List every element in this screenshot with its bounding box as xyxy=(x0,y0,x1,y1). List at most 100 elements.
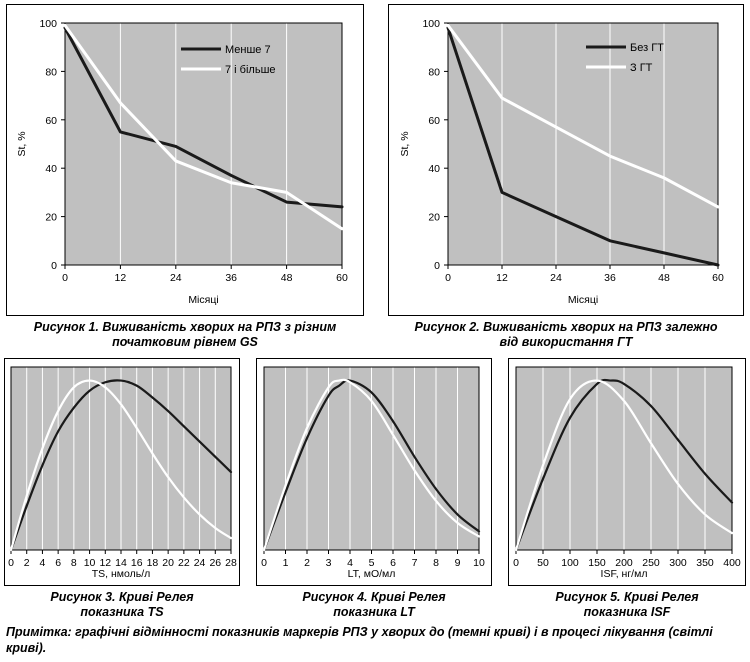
x-axis-label: LT, мО/мл xyxy=(348,568,396,580)
x-tick-label: 150 xyxy=(588,557,606,569)
x-tick-label: 48 xyxy=(658,272,670,284)
x-tick-label: 8 xyxy=(71,557,77,569)
chart-survival-gt: 0 12 24 36 48 60 0 20 40 60 80 100 St, % Місяці Без ГТ… xyxy=(399,18,724,306)
caption-figure-2: Рисунок 2. Виживаність хворих на РПЗ зал… xyxy=(388,320,744,350)
chart-survival-gs: 0 12 24 36 48 60 0 20 40 60 80 100 St, % Місяці Менше … xyxy=(16,18,348,306)
chart-panel-1: 0 12 24 36 48 60 0 20 40 60 80 100 St, % Місяці Менше … xyxy=(6,4,364,316)
series-line-2 xyxy=(446,23,720,209)
series-line-1 xyxy=(262,379,481,552)
y-tick-label: 20 xyxy=(45,212,57,224)
footnote: Примітка: графічні відмінності показникі… xyxy=(6,625,713,655)
x-tick-label: 12 xyxy=(115,272,127,284)
caption-figure-4-line2: показника LT xyxy=(333,605,415,619)
y-tick-label: 100 xyxy=(422,18,440,30)
x-tick-label: 100 xyxy=(561,557,579,569)
y-tick-label: 100 xyxy=(39,18,57,30)
x-tick-label: 4 xyxy=(40,557,46,569)
chart-panel-5: 0 50 100 150 200 250 300 350 400 ISF, нг/мл xyxy=(508,358,746,586)
caption-figure-5: Рисунок 5. Криві Релея показника ISF xyxy=(508,590,746,620)
x-tick-label: 1 xyxy=(283,557,289,569)
x-tick-label: 400 xyxy=(723,557,741,569)
x-tick-label: 5 xyxy=(369,557,375,569)
x-tick-label: 24 xyxy=(550,272,562,284)
caption-figure-5-line1: Рисунок 5. Криві Релея xyxy=(555,590,699,604)
caption-figure-2-line1: Рисунок 2. Виживаність хворих на РПЗ зал… xyxy=(414,320,718,334)
x-tick-label: 2 xyxy=(24,557,30,569)
x-tick-label: 22 xyxy=(178,557,190,569)
x-tick-label: 48 xyxy=(281,272,293,284)
caption-figure-3-line1: Рисунок 3. Криві Релея xyxy=(50,590,194,604)
x-axis-label: Місяці xyxy=(568,294,598,306)
chart-rayleigh-isf: 0 50 100 150 200 250 300 350 400 ISF, нг/мл xyxy=(513,366,741,580)
x-tick-label: 24 xyxy=(170,272,182,284)
legend-label-2: З ГТ xyxy=(630,62,653,74)
y-axis-label: St, % xyxy=(16,131,28,156)
legend-label-1: Менше 7 xyxy=(225,44,271,56)
series-line-1 xyxy=(9,379,233,552)
series-line-2 xyxy=(514,379,734,552)
x-tick-label: 60 xyxy=(336,272,348,284)
chart-panel-2: 0 12 24 36 48 60 0 20 40 60 80 100 St, % Місяці Без ГТ… xyxy=(388,4,744,316)
x-tick-label: 60 xyxy=(712,272,724,284)
x-tick-label: 250 xyxy=(642,557,660,569)
x-tick-label: 300 xyxy=(669,557,687,569)
x-tick-label: 9 xyxy=(455,557,461,569)
plot-area xyxy=(448,23,718,265)
series-line-2 xyxy=(262,378,481,552)
x-tick-label: 24 xyxy=(194,557,206,569)
x-tick-label: 7 xyxy=(412,557,418,569)
legend-label-1: Без ГТ xyxy=(630,42,664,54)
y-tick-label: 60 xyxy=(428,115,440,127)
caption-figure-3-line2: показника TS xyxy=(80,605,164,619)
x-tick-label: 2 xyxy=(304,557,310,569)
chart-rayleigh-lt: 0 1 2 3 4 5 6 7 8 9 10 LT, мО/мл xyxy=(261,366,485,580)
series-line-1 xyxy=(63,26,344,209)
caption-figure-1: Рисунок 1. Виживаність хворих на РПЗ з р… xyxy=(6,320,364,350)
caption-figure-1-line2: початковим рівнем GS xyxy=(112,335,258,349)
x-tick-label: 0 xyxy=(445,272,451,284)
x-tick-label: 36 xyxy=(604,272,616,284)
caption-figure-5-line2: показника ISF xyxy=(583,605,671,619)
series-line-1 xyxy=(446,26,720,267)
y-tick-label: 40 xyxy=(45,163,57,175)
legend-label-2: 7 і більше xyxy=(225,64,276,76)
x-tick-label: 0 xyxy=(261,557,267,569)
series-line-2 xyxy=(9,379,233,552)
x-tick-label: 16 xyxy=(131,557,143,569)
chart-panel-3: 0 2 4 6 8 10 12 14 16 18 20 22 24 26 28 TS, нмоль/л xyxy=(4,358,240,586)
x-tick-label: 6 xyxy=(55,557,61,569)
x-tick-label: 12 xyxy=(496,272,508,284)
caption-figure-2-line2: від використання ГТ xyxy=(499,335,633,349)
y-tick-label: 80 xyxy=(428,66,440,78)
y-tick-label: 0 xyxy=(51,260,57,272)
plot-area xyxy=(65,23,342,265)
x-tick-label: 3 xyxy=(326,557,332,569)
y-tick-label: 80 xyxy=(45,66,57,78)
plot-border xyxy=(447,22,719,266)
chart-panel-4: 0 1 2 3 4 5 6 7 8 9 10 LT, мО/мл xyxy=(256,358,492,586)
x-tick-label: 10 xyxy=(84,557,96,569)
x-tick-label: 18 xyxy=(147,557,159,569)
y-tick-label: 20 xyxy=(428,212,440,224)
caption-figure-1-line1: Рисунок 1. Виживаність хворих на РПЗ з р… xyxy=(33,320,337,334)
series-line-2 xyxy=(63,23,344,231)
x-tick-label: 50 xyxy=(537,557,549,569)
plot-border xyxy=(64,22,343,266)
y-tick-label: 40 xyxy=(428,163,440,175)
x-tick-label: 12 xyxy=(99,557,111,569)
x-axis-label: ISF, нг/мл xyxy=(601,568,648,580)
x-tick-label: 0 xyxy=(8,557,14,569)
x-tick-label: 28 xyxy=(225,557,237,569)
x-tick-label: 6 xyxy=(390,557,396,569)
caption-figure-4: Рисунок 4. Криві Релея показника LT xyxy=(256,590,492,620)
caption-figure-3: Рисунок 3. Криві Релея показника TS xyxy=(4,590,240,620)
x-axis-label: TS, нмоль/л xyxy=(92,568,151,580)
x-tick-label: 0 xyxy=(62,272,68,284)
y-axis-label: St, % xyxy=(399,131,411,156)
series-line-1 xyxy=(514,378,734,552)
x-tick-label: 36 xyxy=(225,272,237,284)
y-tick-label: 60 xyxy=(45,115,57,127)
x-tick-label: 350 xyxy=(696,557,714,569)
x-tick-label: 14 xyxy=(115,557,127,569)
